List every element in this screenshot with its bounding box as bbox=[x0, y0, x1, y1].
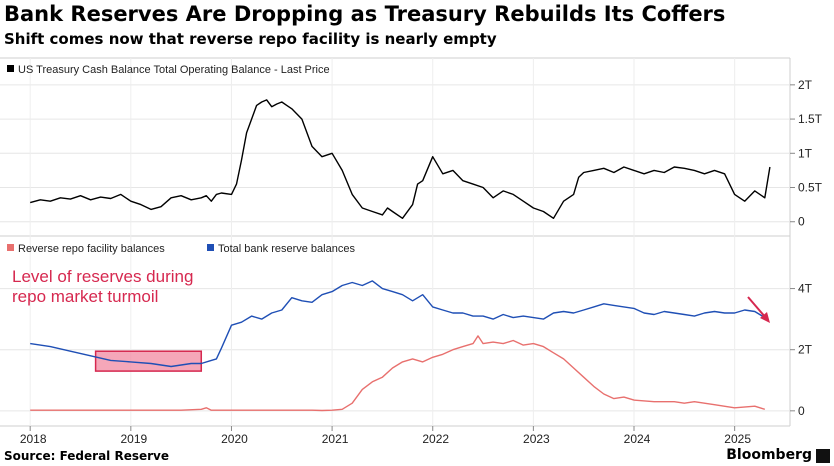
y-tick-label: 2T bbox=[798, 343, 813, 357]
y-tick-label: 2T bbox=[798, 78, 813, 92]
down-arrow-icon bbox=[747, 296, 770, 323]
series-line-rrp bbox=[30, 335, 766, 412]
legend-label-reserves: Total bank reserve balances bbox=[218, 243, 355, 255]
x-tick-label: 2024 bbox=[624, 432, 651, 446]
x-tick-labels: 2018 2019 2020 2021 2022 2023 2024 2025 bbox=[20, 426, 751, 446]
x-tick-label: 2018 bbox=[20, 432, 47, 446]
x-tick-label: 2025 bbox=[724, 432, 751, 446]
brand-square-icon bbox=[816, 449, 830, 463]
y-tick-label: 0.5T bbox=[798, 181, 823, 195]
y-tick-label: 0 bbox=[798, 215, 805, 229]
brand-logo: Bloomberg bbox=[726, 447, 812, 463]
x-gridlines bbox=[29, 58, 736, 426]
series-layer bbox=[30, 99, 771, 412]
chart-subtitle: Shift comes now that reverse repo facili… bbox=[4, 30, 497, 48]
x-tick-label: 2020 bbox=[221, 432, 248, 446]
series-line-treasury bbox=[30, 99, 771, 219]
y-tick-label: 1T bbox=[798, 146, 813, 160]
annotation-line-1: Level of reserves during bbox=[12, 267, 193, 286]
gridlines bbox=[0, 84, 795, 412]
y-tick-label: 1.5T bbox=[798, 112, 823, 126]
legend-label-treasury: US Treasury Cash Balance Total Operating… bbox=[18, 64, 330, 76]
legend-swatch-reserves bbox=[207, 244, 214, 251]
series-line-reserves bbox=[30, 280, 766, 368]
highlight-box bbox=[94, 350, 203, 372]
legend-label-rrp: Reverse repo facility balances bbox=[18, 243, 165, 255]
x-tick-label: 2023 bbox=[523, 432, 550, 446]
x-tick-label: 2021 bbox=[322, 432, 349, 446]
legend-swatch-rrp bbox=[7, 244, 14, 251]
annotation-line-2: repo market turmoil bbox=[12, 287, 158, 306]
y-tick-labels: 0 0.5T 1T 1.5T 2T 0 2T 4T bbox=[798, 78, 823, 418]
chart-title: Bank Reserves Are Dropping as Treasury R… bbox=[4, 2, 726, 26]
x-tick-label: 2022 bbox=[422, 432, 449, 446]
y-tick-label: 0 bbox=[798, 404, 805, 418]
source-note: Source: Federal Reserve bbox=[4, 449, 169, 463]
legend-swatch-treasury bbox=[7, 65, 14, 72]
x-tick-label: 2019 bbox=[120, 432, 147, 446]
y-tick-label: 4T bbox=[798, 282, 813, 296]
highlight-box-group bbox=[94, 350, 203, 372]
